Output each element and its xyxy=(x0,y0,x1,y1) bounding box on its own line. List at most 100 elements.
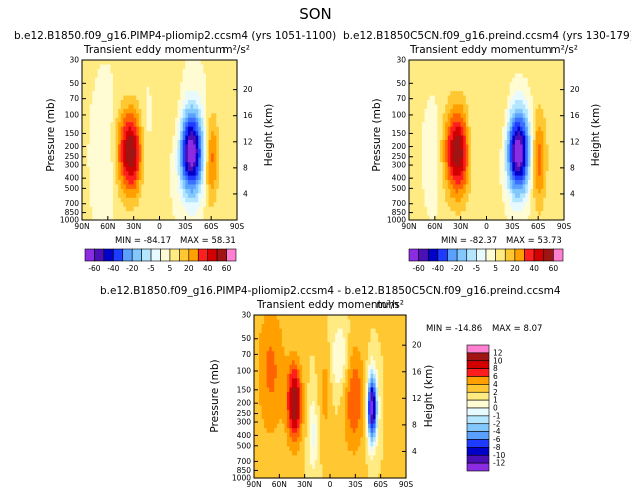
field-cell xyxy=(447,108,451,114)
field-cell xyxy=(437,77,441,83)
field-cell xyxy=(175,202,179,208)
field-cell xyxy=(224,77,228,83)
field-cell xyxy=(427,166,431,172)
field-cell xyxy=(216,140,220,146)
field-cell xyxy=(206,140,210,146)
colorbar-swatch xyxy=(113,248,124,262)
field-cell xyxy=(281,473,285,479)
field-cell xyxy=(185,64,189,70)
field-cell xyxy=(216,171,220,177)
field-cell xyxy=(125,86,130,92)
field-cell xyxy=(136,135,140,141)
field-cell xyxy=(486,202,490,208)
field-cell xyxy=(216,64,220,70)
field-cell xyxy=(195,175,199,181)
field-cell xyxy=(424,64,428,70)
field-cell xyxy=(502,180,506,186)
field-cell xyxy=(120,122,124,128)
field-cell xyxy=(419,197,423,203)
field-cell xyxy=(279,459,283,466)
field-cell xyxy=(517,60,521,66)
field-cell xyxy=(556,175,560,181)
field-cell xyxy=(182,162,186,168)
field-cell xyxy=(94,211,99,217)
field-cell xyxy=(440,77,444,83)
field-cell xyxy=(545,175,550,181)
field-cell xyxy=(455,197,459,203)
field-cell xyxy=(203,162,207,168)
field-cell xyxy=(558,193,563,199)
field-cell xyxy=(452,211,457,217)
field-cell xyxy=(269,337,273,343)
field-cell xyxy=(177,91,181,97)
field-cell xyxy=(284,360,288,366)
field-cell xyxy=(144,175,148,181)
field-cell xyxy=(94,135,99,141)
field-cell xyxy=(561,175,565,181)
field-cell xyxy=(483,171,488,177)
field-cell xyxy=(530,60,534,66)
field-cell xyxy=(269,328,273,334)
field-cell xyxy=(458,95,462,101)
field-cell xyxy=(491,117,495,123)
field-cell xyxy=(556,91,560,97)
field-cell xyxy=(476,122,480,128)
field-cell xyxy=(141,68,145,74)
height-tick-label: 20 xyxy=(243,85,253,94)
field-cell xyxy=(259,328,263,334)
field-cell xyxy=(527,135,532,141)
field-cell xyxy=(107,95,112,101)
field-cell xyxy=(84,135,88,141)
field-cell xyxy=(218,135,223,141)
field-cell xyxy=(548,184,552,190)
field-cell xyxy=(105,122,109,128)
field-cell xyxy=(553,82,557,88)
field-cell xyxy=(481,171,485,177)
field-cell xyxy=(491,95,495,101)
field-cell xyxy=(440,140,444,146)
field-cell xyxy=(486,135,490,141)
colorbar-label: -60 xyxy=(88,264,100,273)
field-cell xyxy=(154,215,158,221)
field-cell xyxy=(107,60,112,66)
field-cell xyxy=(533,202,537,208)
field-cell xyxy=(284,410,288,416)
field-cell xyxy=(231,193,236,199)
field-cell xyxy=(133,193,137,199)
field-cell xyxy=(131,135,135,141)
field-cell xyxy=(553,108,557,114)
field-cell xyxy=(216,197,220,203)
field-cell xyxy=(151,86,155,92)
field-cell xyxy=(190,68,194,74)
field-cell xyxy=(432,202,436,208)
field-cell xyxy=(424,206,428,212)
field-cell xyxy=(156,108,161,114)
field-cell xyxy=(172,82,176,88)
field-cell xyxy=(206,193,210,199)
field-cell xyxy=(128,193,132,199)
field-cell xyxy=(414,91,418,97)
field-cell xyxy=(452,175,457,181)
field-cell xyxy=(274,450,278,456)
field-cell xyxy=(218,131,223,137)
field-cell xyxy=(481,197,485,203)
field-cell xyxy=(468,126,472,132)
x-tick-label: 0 xyxy=(484,222,489,231)
field-cell xyxy=(527,64,532,70)
field-cell xyxy=(558,148,563,154)
field-cell xyxy=(502,211,506,217)
field-cell xyxy=(517,140,521,146)
field-cell xyxy=(125,197,130,203)
field-cell xyxy=(450,73,454,79)
field-cell xyxy=(517,86,521,92)
run-title: b.e12.B1850.f09_g16.PIMP4-pliomip2.ccsm4… xyxy=(100,285,561,297)
field-cell xyxy=(553,64,557,70)
field-cell xyxy=(92,215,96,221)
field-cell xyxy=(167,188,171,194)
field-cell xyxy=(504,64,508,70)
field-cell xyxy=(411,180,415,186)
field-cell xyxy=(279,387,283,393)
field-cell xyxy=(218,144,223,150)
field-cell xyxy=(458,113,462,119)
field-cell xyxy=(120,140,124,146)
